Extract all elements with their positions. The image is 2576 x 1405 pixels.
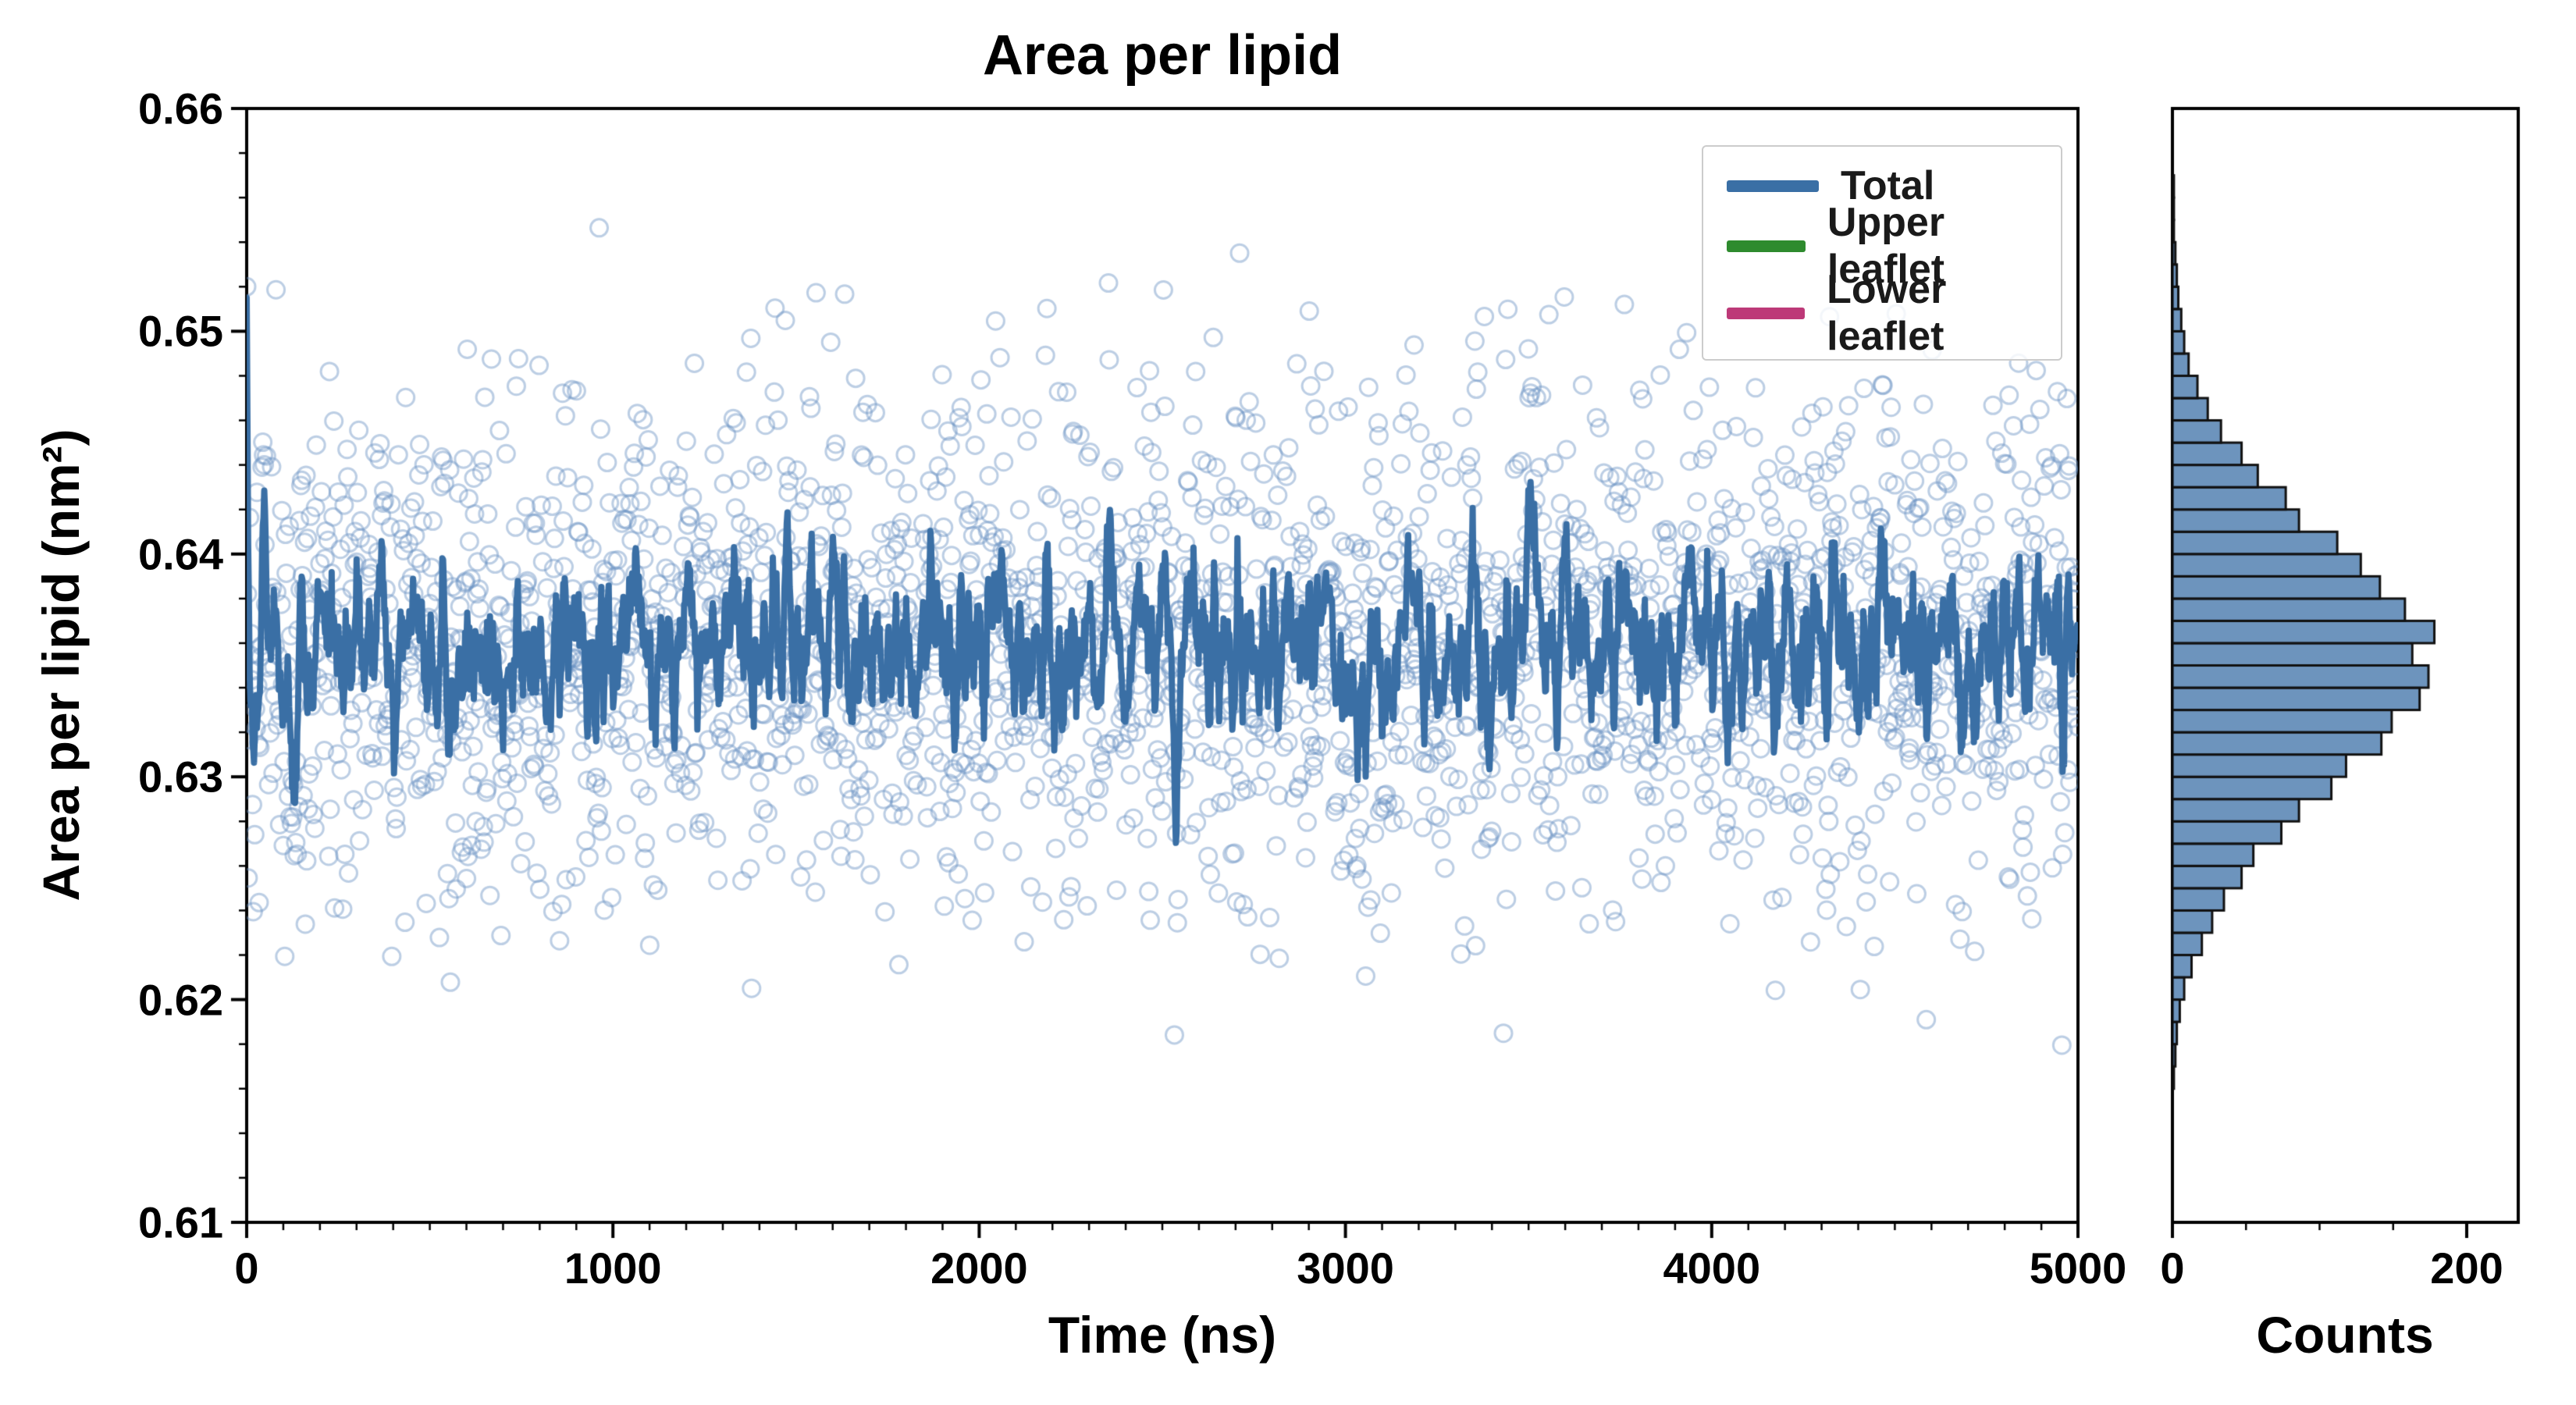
y-tick-label: 0.63 [138,752,223,802]
y-tick-label: 0.64 [138,529,223,579]
x-tick-label: 5000 [2029,1243,2127,1293]
legend-label-total: Total [1841,163,1935,208]
hist-x-tick-label: 0 [2160,1243,2185,1293]
chart-title: Area per lipid [982,24,1343,87]
legend: Total Upper leaflet Lower leaflet [1702,145,2062,361]
x-tick-label: 4000 [1663,1243,1761,1293]
legend-entry-total: Total [1727,159,2037,212]
x-axis-label: Time (ns) [1048,1306,1277,1364]
legend-swatch-upper-leaflet [1727,240,1806,252]
y-tick-label: 0.65 [138,306,223,356]
y-tick-label: 0.66 [138,84,223,133]
x-tick-label: 1000 [564,1243,662,1293]
histogram-x-axis-label: Counts [2256,1306,2434,1364]
legend-entry-upper-leaflet: Upper leaflet [1727,200,2037,292]
legend-entry-lower-leaflet: Lower leaflet [1727,267,2037,359]
x-tick-label: 3000 [1297,1243,1394,1293]
legend-swatch-total [1727,180,1819,192]
legend-label-lower-leaflet: Lower leaflet [1827,267,1947,359]
hist-x-tick-label: 200 [2430,1243,2503,1293]
y-tick-label: 0.62 [138,975,223,1025]
x-tick-label: 2000 [930,1243,1028,1293]
y-axis-label: Area per lipid (nm²) [32,429,90,902]
x-tick-label: 0 [234,1243,259,1293]
y-tick-label: 0.61 [138,1197,223,1247]
legend-label-upper-leaflet: Upper leaflet [1827,200,1945,292]
legend-swatch-lower-leaflet [1727,307,1806,319]
